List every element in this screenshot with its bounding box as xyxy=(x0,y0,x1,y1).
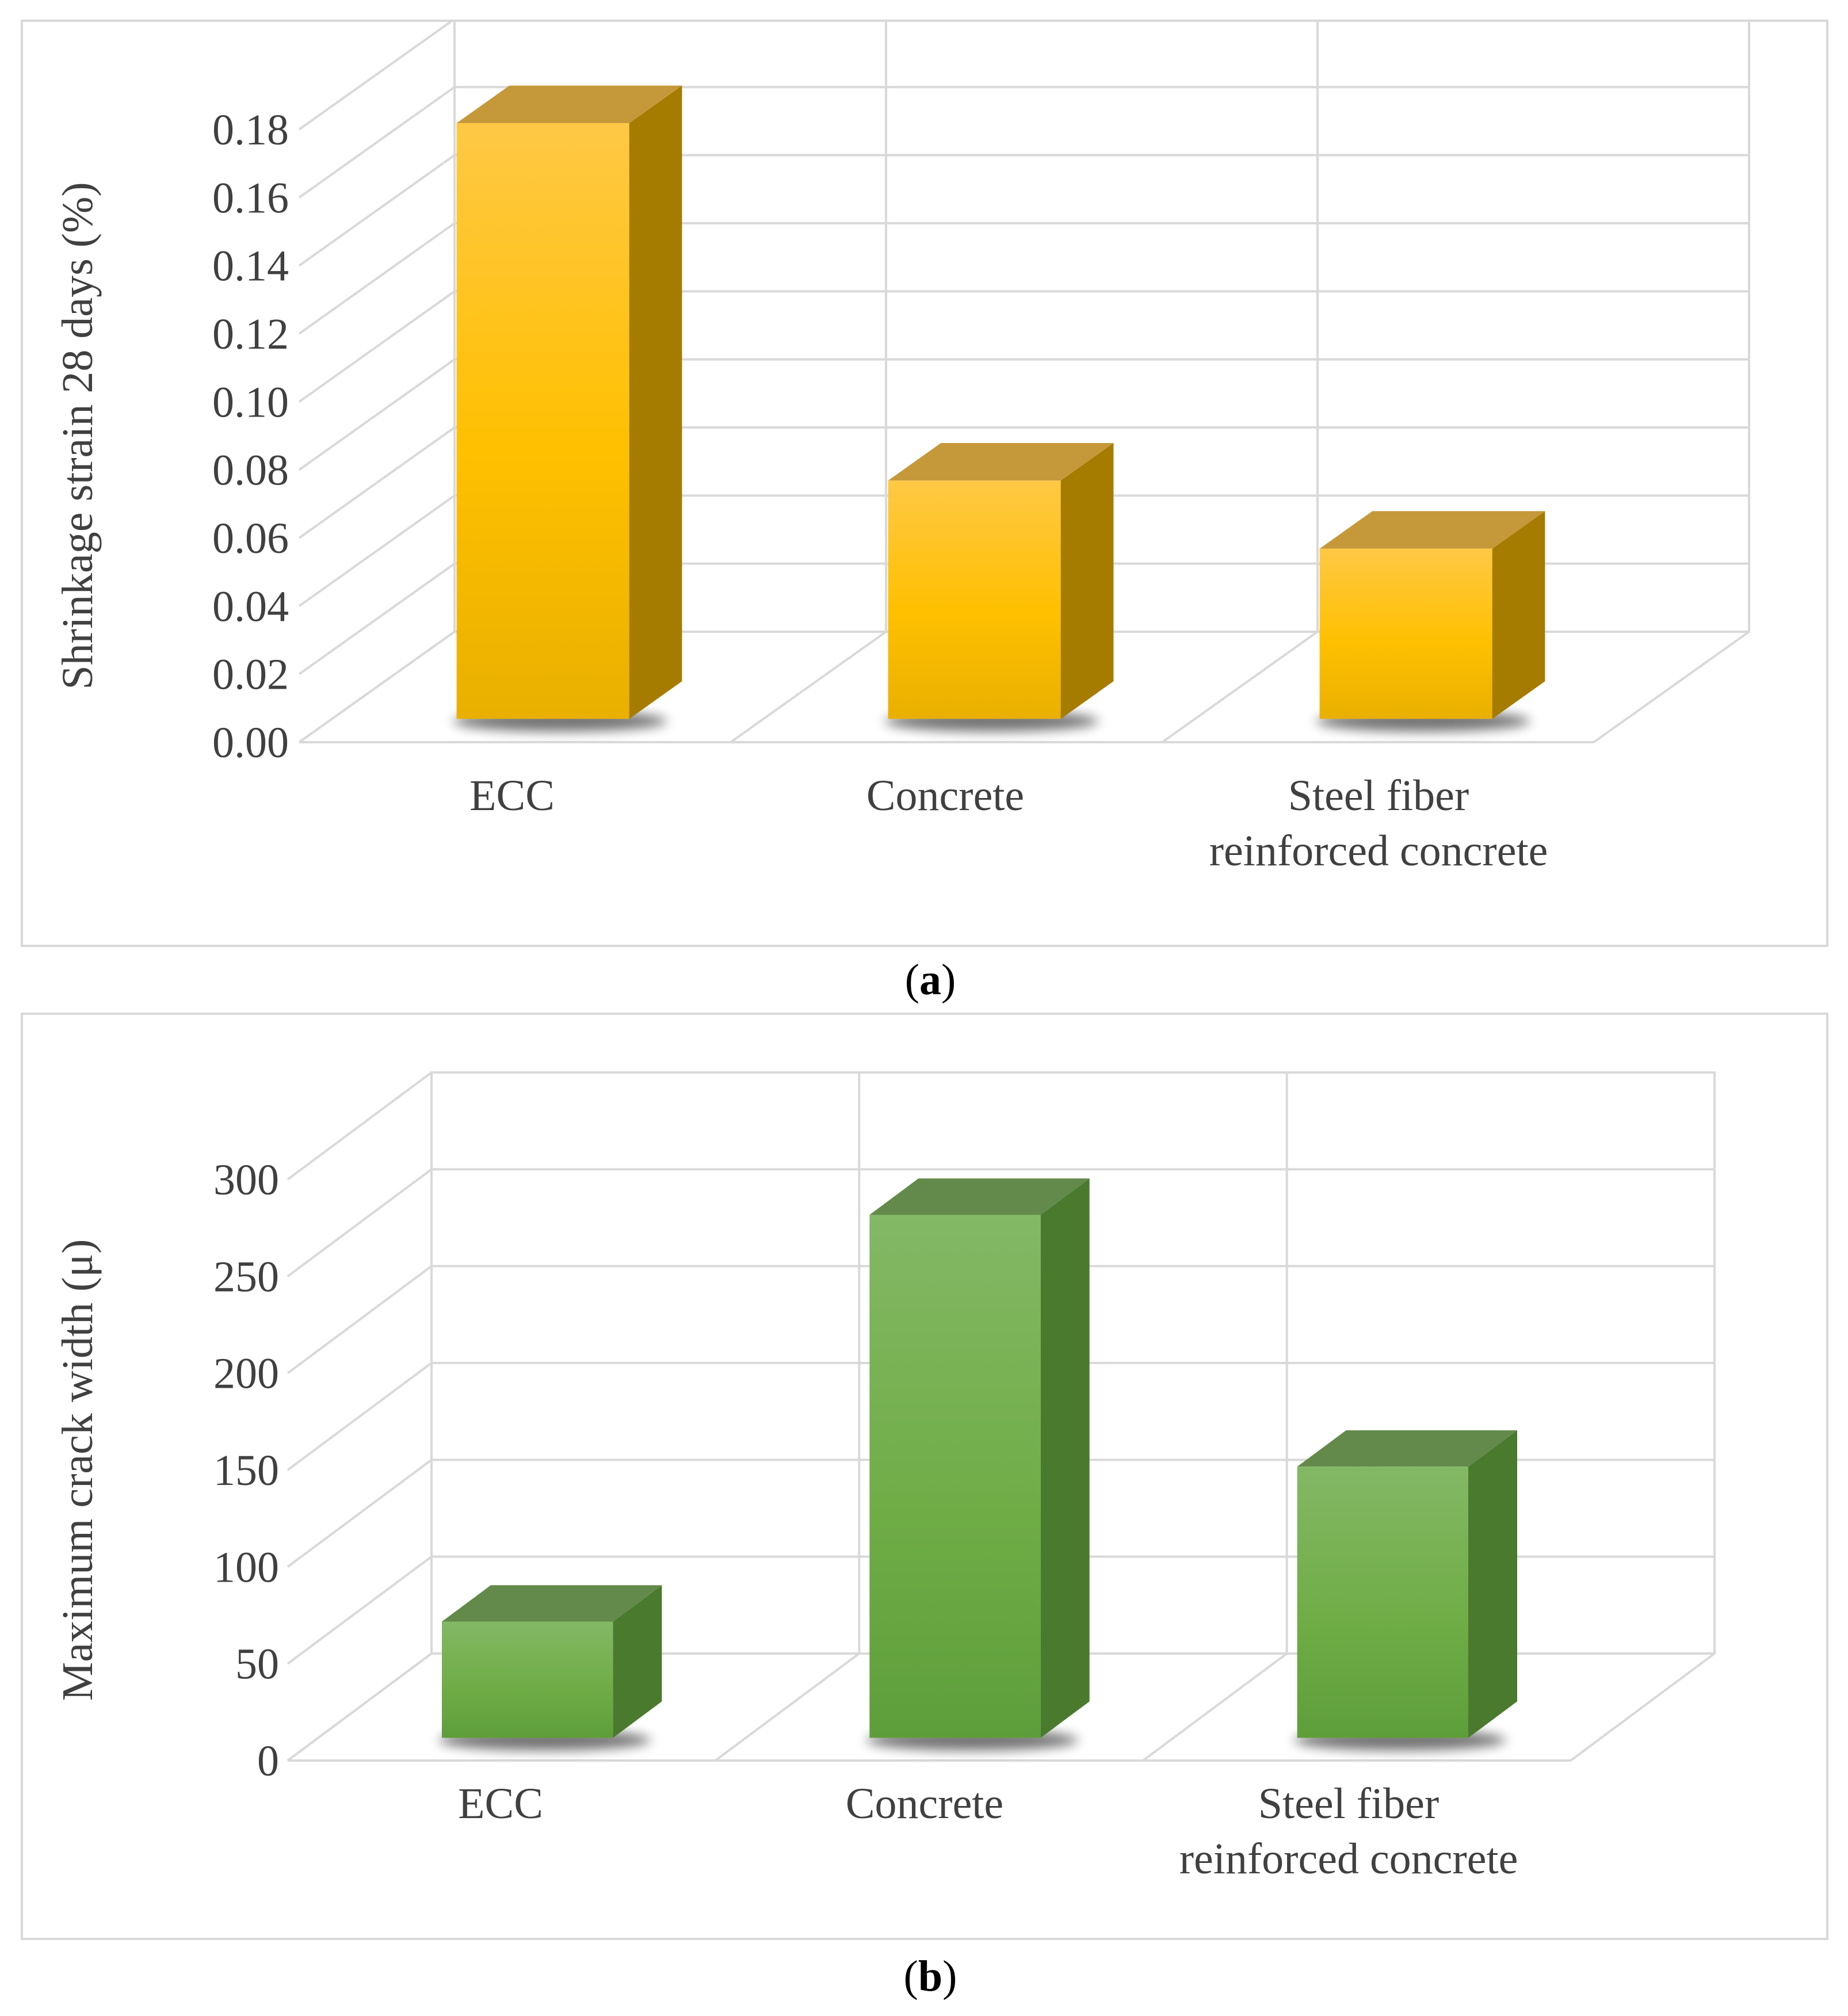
x-category-label: Concrete xyxy=(846,1780,1003,1828)
bar xyxy=(869,1215,1041,1738)
bar xyxy=(1297,1467,1468,1738)
bar-side xyxy=(1492,511,1545,719)
floor-line xyxy=(1570,1652,1716,1762)
chart-b-svg: 0 50 100 150 200 250 300 Maximum crack width (μ… xyxy=(54,1071,1716,1883)
y-axis-label: Maximum crack width (μ) xyxy=(54,1239,102,1701)
side-wall-gridline xyxy=(298,222,456,335)
y-tick-label: 0.10 xyxy=(212,378,289,426)
floor-line xyxy=(715,1652,860,1762)
side-wall-gridline xyxy=(298,154,456,267)
y-tick-label: 250 xyxy=(213,1253,279,1301)
x-category-label-line: Steel fiber xyxy=(1288,772,1469,820)
x-category-label-line: reinforced concrete xyxy=(1179,1835,1518,1883)
side-wall-gridline xyxy=(298,563,456,675)
bar-side xyxy=(1060,442,1114,719)
x-category-label-line: ECC xyxy=(469,772,555,820)
y-tick-label: 0.18 xyxy=(212,106,289,154)
y-tick-label: 200 xyxy=(213,1350,279,1398)
side-wall-gridline xyxy=(298,494,456,607)
bar-side xyxy=(613,1585,662,1738)
y-tick-label: 100 xyxy=(213,1543,279,1591)
bar-top xyxy=(888,442,1114,481)
x-category-label: ECC xyxy=(469,772,555,820)
bar-top xyxy=(1297,1430,1517,1467)
x-category-label-line: Concrete xyxy=(866,772,1024,820)
y-tick-label: 0.14 xyxy=(212,242,289,291)
y-tick-label: 0.12 xyxy=(212,310,289,358)
y-tick-label: 50 xyxy=(235,1640,279,1689)
y-tick-label: 300 xyxy=(213,1156,279,1204)
bar xyxy=(888,480,1061,719)
bar xyxy=(456,123,629,719)
x-category-label-line: Concrete xyxy=(846,1780,1003,1828)
chart-panel-a: 0.00 0.02 0.04 0.06 0.08 0.10 0.12 0.14 0.16 0.18… xyxy=(21,20,1828,947)
caption-b: (b) xyxy=(903,1952,957,2000)
side-wall-gridline xyxy=(298,22,453,131)
x-category-label-line: Steel fiber xyxy=(1258,1780,1439,1828)
x-category-label: ECC xyxy=(458,1780,543,1828)
floor-line xyxy=(287,1652,433,1762)
floor-line xyxy=(1142,1652,1288,1762)
floor-line xyxy=(730,631,887,743)
x-category-label: Steel fiber reinforced concrete xyxy=(1209,772,1548,875)
y-tick-label: 0.08 xyxy=(212,446,289,495)
bar-side xyxy=(629,85,682,719)
chart-panel-b: 0 50 100 150 200 250 300 Maximum crack width (μ… xyxy=(21,1013,1828,1940)
y-tick-label: 0 xyxy=(257,1737,279,1785)
y-tick-label: 0.04 xyxy=(212,582,289,631)
side-wall-gridline xyxy=(287,1265,433,1374)
side-wall-gridline xyxy=(287,1458,433,1568)
bar-side xyxy=(1468,1430,1517,1738)
floor-line xyxy=(298,631,456,743)
side-wall-gridline xyxy=(298,290,456,403)
side-wall-gridline xyxy=(287,1168,433,1277)
y-tick-label: 0.06 xyxy=(212,514,289,563)
x-category-label-line: ECC xyxy=(458,1780,543,1828)
y-tick-label: 150 xyxy=(213,1446,279,1495)
side-wall-gridline xyxy=(298,426,456,539)
bar xyxy=(442,1621,613,1738)
bar-top xyxy=(1319,511,1545,549)
y-tick-label: 0.02 xyxy=(212,651,289,699)
bar-side xyxy=(1040,1178,1090,1738)
x-category-label-line: reinforced concrete xyxy=(1209,827,1548,875)
side-wall-gridline xyxy=(287,1071,433,1181)
y-axis-label: Shrinkage strain 28 days (%) xyxy=(54,182,102,689)
chart-a-svg: 0.00 0.02 0.04 0.06 0.08 0.10 0.12 0.14 0.16 0.18… xyxy=(54,22,1750,875)
x-category-label: Concrete xyxy=(866,772,1024,820)
floor-line xyxy=(1161,631,1319,743)
y-tick-label: 0.00 xyxy=(212,719,289,767)
side-wall-gridline xyxy=(287,1362,433,1471)
side-wall-gridline xyxy=(298,358,456,471)
x-category-label: Steel fiber reinforced concrete xyxy=(1179,1780,1518,1883)
bar-top xyxy=(456,85,682,124)
floor-line xyxy=(1593,631,1750,743)
bar-top xyxy=(869,1178,1090,1215)
side-wall-gridline xyxy=(287,1556,433,1665)
bar xyxy=(1319,548,1492,719)
side-wall-gridline xyxy=(298,86,456,198)
caption-a: (a) xyxy=(904,956,956,1004)
bar-top xyxy=(442,1585,662,1622)
y-tick-label: 0.16 xyxy=(212,174,289,222)
